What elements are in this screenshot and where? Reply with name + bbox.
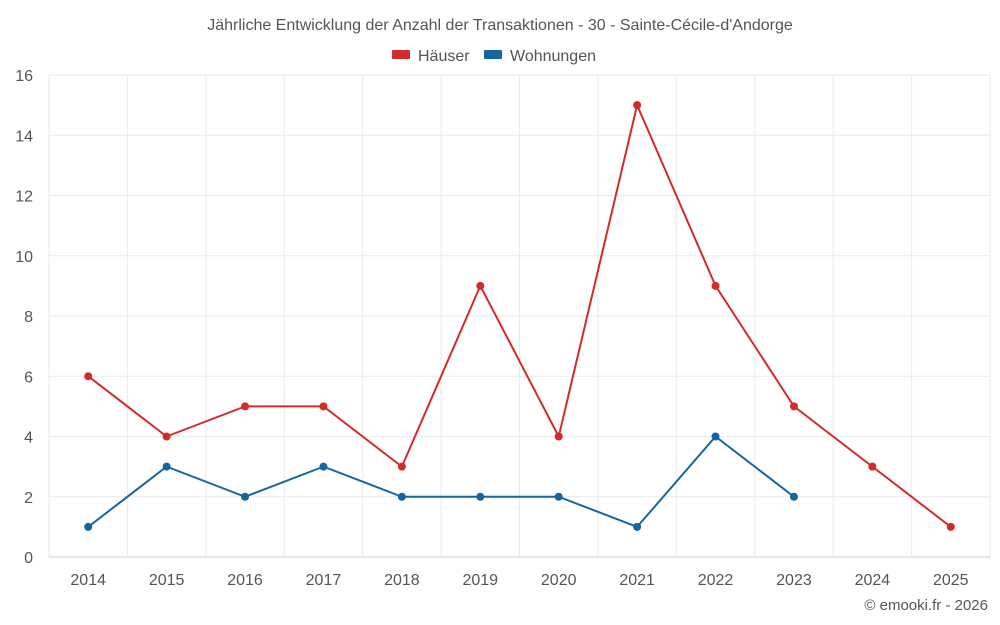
data-point (84, 372, 93, 381)
credit-text: © emooki.fr - 2026 (864, 597, 988, 614)
y-tick-label: 8 (24, 309, 33, 326)
data-point (476, 492, 485, 501)
data-point (476, 281, 485, 290)
data-point (397, 492, 406, 501)
x-tick-label: 2017 (306, 572, 342, 589)
data-point (319, 462, 328, 471)
series-0 (84, 101, 955, 531)
y-tick-label: 4 (24, 430, 33, 447)
x-tick-label: 2025 (933, 572, 969, 589)
x-tick-label: 2024 (855, 572, 891, 589)
x-tick-label: 2014 (70, 572, 106, 589)
y-tick-label: 16 (15, 68, 33, 85)
data-point (868, 462, 877, 471)
y-tick-label: 12 (15, 189, 33, 206)
legend-swatch (392, 50, 410, 59)
y-tick-label: 6 (24, 369, 33, 386)
data-point (946, 522, 955, 531)
x-tick-label: 2022 (698, 572, 734, 589)
data-point (162, 462, 171, 471)
data-point (397, 462, 406, 471)
x-tick-label: 2021 (619, 572, 655, 589)
y-tick-label: 10 (15, 249, 33, 266)
x-tick-label: 2018 (384, 572, 420, 589)
legend-item-1: Wohnungen (484, 48, 596, 65)
legend-label: Wohnungen (510, 48, 596, 65)
grid (48, 74, 991, 558)
legend-item-0: Häuser (392, 48, 470, 65)
y-tick-label: 2 (24, 490, 33, 507)
y-axis: 0 2 4 6 8 10 12 14 16 (15, 68, 33, 567)
x-tick-label: 2019 (462, 572, 498, 589)
data-point (789, 492, 798, 501)
y-tick-label: 14 (15, 128, 33, 145)
legend-label: Häuser (418, 48, 470, 65)
chart-title: Jährliche Entwicklung der Anzahl der Tra… (207, 17, 793, 34)
x-tick-label: 2023 (776, 572, 812, 589)
data-point (633, 101, 642, 110)
x-tick-label: 2015 (149, 572, 185, 589)
data-point (554, 432, 563, 441)
data-point (162, 432, 171, 441)
data-point (241, 402, 250, 411)
data-point (241, 492, 250, 501)
data-point (711, 281, 720, 290)
legend: Häuser Wohnungen (392, 48, 596, 65)
series-1 (84, 432, 798, 531)
data-point (789, 402, 798, 411)
x-tick-label: 2016 (227, 572, 263, 589)
data-point (319, 402, 328, 411)
data-point (711, 432, 720, 441)
data-point (84, 522, 93, 531)
data-point (633, 522, 642, 531)
x-axis: 2014 2015 2016 2017 2018 2019 2020 2021 2022 2023… (70, 572, 968, 589)
series-line (87, 104, 952, 528)
legend-swatch (484, 50, 502, 59)
y-tick-label: 0 (24, 550, 33, 567)
data-point (554, 492, 563, 501)
series-layer (84, 101, 955, 531)
x-tick-label: 2020 (541, 572, 577, 589)
series-line (87, 435, 795, 528)
